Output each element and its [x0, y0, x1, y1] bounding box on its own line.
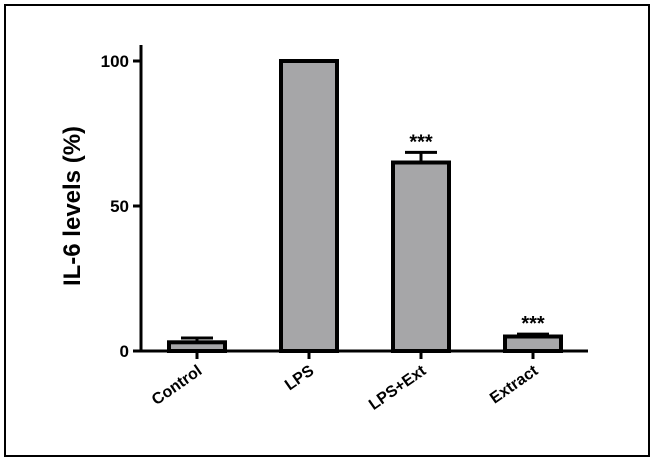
bars [167, 59, 563, 353]
significance-annotation: *** [409, 131, 433, 153]
bar-lps-ext [391, 160, 451, 353]
bar-lps [279, 59, 339, 353]
y-axis-label: IL-6 levels (%) [59, 126, 86, 286]
labels: Control LPS LPS+Ext *** Extract *** [149, 131, 545, 413]
axes: 0 50 100 [101, 45, 588, 361]
y-tick-label: 0 [120, 342, 129, 361]
y-tick-label: 50 [110, 197, 129, 216]
x-tick-label: Extract [487, 362, 542, 407]
significance-annotation: *** [521, 313, 545, 335]
x-tick-label: LPS [282, 362, 318, 394]
x-tick-label: LPS+Ext [366, 362, 430, 414]
bar-control [167, 340, 227, 353]
x-tick-label: Control [149, 362, 205, 409]
y-tick-label: 100 [101, 52, 129, 71]
bar-extract [503, 334, 563, 353]
